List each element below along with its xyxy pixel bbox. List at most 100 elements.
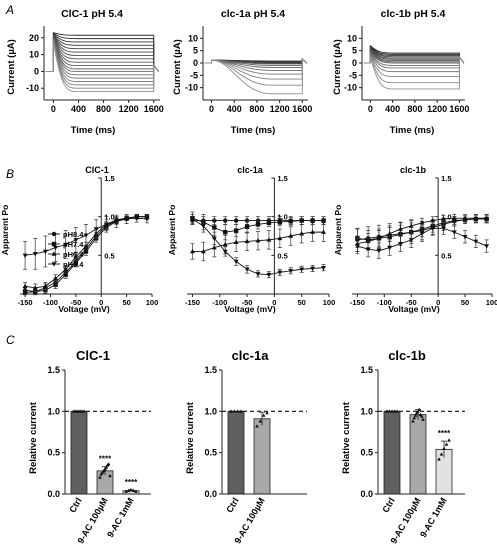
bar	[409, 414, 427, 495]
data-point	[211, 244, 217, 250]
y-axis-label: Relative current	[341, 401, 352, 474]
y-tick-label: 0.5	[104, 251, 114, 260]
data-point	[244, 238, 250, 244]
x-tick-label: -50	[406, 298, 417, 307]
data-point	[277, 219, 283, 225]
replicate-point	[108, 473, 112, 478]
axes	[377, 370, 465, 495]
data-point	[398, 226, 403, 231]
x-tick-label: 50	[461, 298, 469, 307]
x-tick-label: 400	[227, 104, 242, 114]
current-trace	[45, 33, 160, 72]
current-trace	[45, 40, 160, 89]
current-trace	[45, 36, 160, 72]
replicate-point	[104, 465, 109, 469]
replicate-point	[255, 424, 259, 428]
data-point	[83, 233, 89, 238]
data-point	[32, 285, 38, 290]
y-tick-label: 1.0	[47, 406, 60, 416]
legend-marker	[51, 251, 57, 256]
replicate-point	[106, 462, 111, 466]
data-point	[63, 242, 69, 248]
data-point	[277, 270, 283, 275]
data-point	[63, 272, 68, 277]
data-point	[255, 238, 261, 243]
data-point	[451, 230, 457, 235]
series-pH5-4	[190, 213, 326, 279]
x-tick-label: 1600	[292, 104, 312, 114]
axes	[187, 178, 329, 295]
data-point	[83, 249, 89, 254]
current-trace	[204, 58, 308, 95]
y-tick-label: -10	[344, 83, 357, 93]
data-point	[473, 215, 479, 220]
current-trace	[45, 38, 160, 76]
data-point	[430, 217, 436, 223]
y-tick-label: 0.0	[360, 489, 373, 499]
replicate-point	[395, 409, 399, 413]
bar-group	[222, 409, 307, 495]
current-trace	[363, 55, 465, 84]
replicate-point	[100, 470, 105, 474]
data-point	[73, 238, 79, 243]
data-point	[22, 253, 28, 258]
replicate-point	[134, 489, 138, 493]
data-point	[42, 283, 48, 289]
current-trace	[45, 38, 160, 72]
legend-marker	[51, 241, 57, 247]
x-tick-label: 800	[407, 104, 422, 114]
replicate-point	[103, 467, 107, 471]
x-tick-label: 800	[249, 104, 264, 114]
y-tick-label: 20	[29, 33, 39, 43]
axes	[221, 370, 307, 495]
data-point	[365, 247, 371, 252]
replicate-point	[417, 407, 422, 411]
x-tick-labels: -150 -100 -50 0 50 100	[185, 294, 335, 307]
data-point	[124, 217, 130, 222]
replicate-point	[82, 409, 86, 413]
x-tick-label: 1600	[449, 104, 469, 114]
y-tick-label: 10	[29, 50, 39, 60]
y-tick-label: -5	[349, 70, 357, 80]
legend-marker	[51, 231, 57, 237]
series-pH5-4	[22, 213, 150, 270]
y-axis-label: Apparent Po	[167, 205, 177, 256]
replicate-point	[416, 409, 420, 413]
data-point	[365, 238, 371, 244]
legend-label: pH6.4	[63, 250, 84, 259]
chart-title: clc-1a	[232, 348, 270, 363]
x-axis-label: Voltage (mV)	[58, 304, 109, 314]
series-pH6-4	[354, 213, 490, 252]
x-axis-label: Time (ms)	[71, 125, 116, 136]
data-point	[277, 235, 283, 241]
bar	[227, 410, 245, 495]
chart-title: ClC-1 pH 5.4	[61, 8, 123, 20]
x-tick-label: -100	[212, 298, 227, 307]
x-axis-label: Voltage (mV)	[224, 304, 275, 314]
x-tick-label: 1200	[270, 104, 290, 114]
data-point	[233, 259, 239, 265]
data-point	[354, 244, 360, 249]
data-point	[53, 282, 58, 287]
current-trace	[363, 55, 465, 90]
current-trace	[363, 46, 465, 64]
x-tick-label: 0	[209, 104, 214, 114]
x-tick-label: 0	[272, 298, 276, 307]
data-point	[484, 244, 490, 249]
chart-b-clc1b: clc-1b Voltage (mV) Apparent Po -150 -100…	[333, 165, 497, 314]
chart-a-clc1a: clc-1a pH 5.4 Time (ms) Current (µA) 0 40…	[172, 8, 312, 136]
data-point	[266, 220, 272, 226]
current-trace	[45, 37, 160, 72]
x-tick-labels: -150 -100 -50 0 50 100	[350, 294, 497, 307]
series-pH6-4	[190, 222, 326, 262]
data-point	[53, 275, 58, 281]
current-trace	[45, 40, 160, 86]
current-trace	[45, 39, 160, 79]
data-point	[233, 218, 239, 223]
data-point	[321, 218, 326, 223]
data-point	[266, 237, 272, 242]
data-point	[288, 233, 294, 238]
x-tick-label: 800	[96, 104, 111, 114]
